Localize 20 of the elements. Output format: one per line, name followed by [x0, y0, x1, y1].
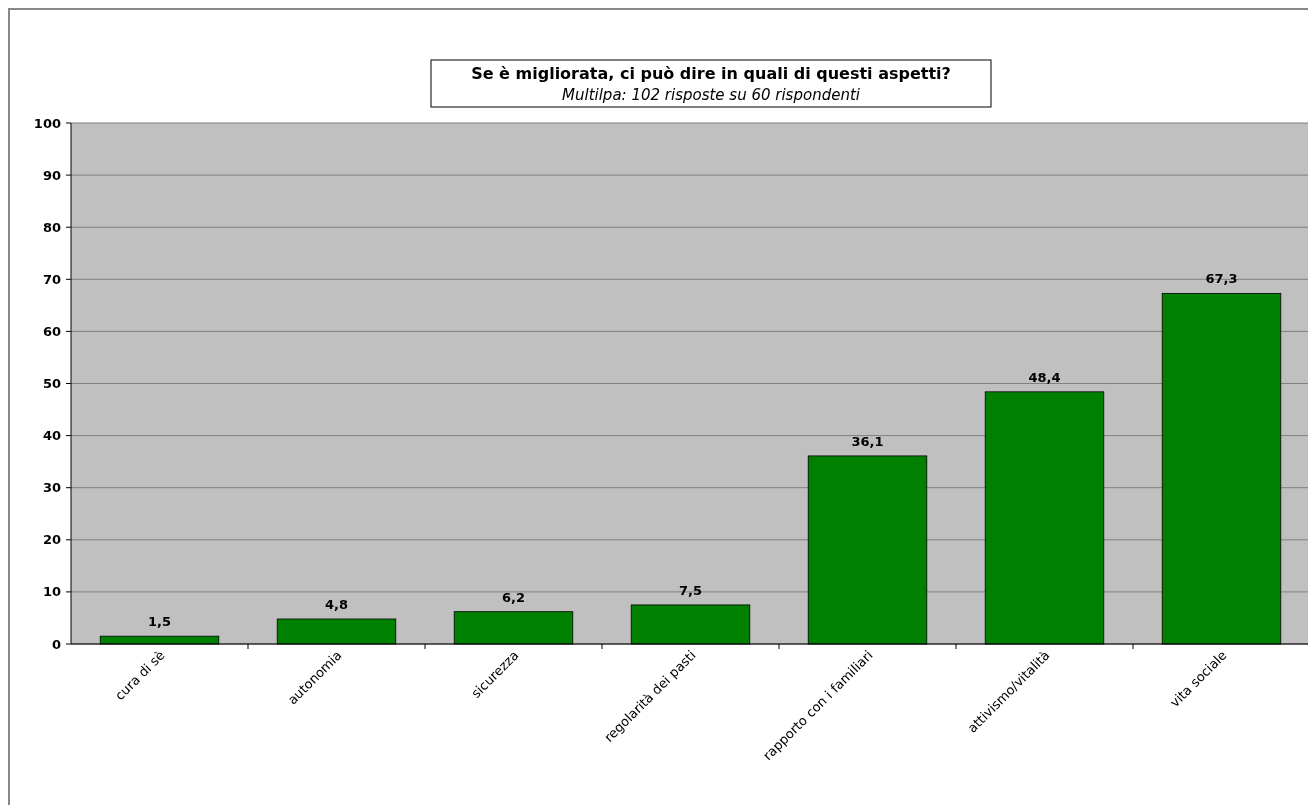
data-label: 1,5 [147, 614, 172, 630]
y-tick-label: 70 [42, 271, 61, 287]
y-tick-label: 10 [42, 584, 61, 600]
data-label: 36,1 [851, 433, 884, 449]
y-tick-label: 80 [42, 219, 61, 235]
chart-subtitle: Multilpa: 102 risposte su 60 rispondenti [562, 86, 861, 104]
y-tick-label: 20 [42, 532, 61, 548]
data-label: 67,3 [1205, 271, 1238, 287]
data-label: 4,8 [324, 596, 349, 612]
y-tick-label: 60 [42, 323, 61, 339]
y-tick-label: 0 [51, 636, 61, 652]
y-tick-label: 30 [42, 480, 61, 496]
y-tick-label: 40 [42, 428, 61, 444]
data-label: 7,5 [678, 582, 703, 598]
chart-title: Se è migliorata, ci può dire in quali di questi aspetti? [471, 64, 951, 83]
data-label: 48,4 [1028, 369, 1061, 385]
y-tick-label: 100 [33, 115, 61, 131]
data-label: 6,2 [501, 589, 526, 605]
y-tick-label: 90 [42, 167, 61, 183]
y-tick-label: 50 [42, 376, 61, 392]
